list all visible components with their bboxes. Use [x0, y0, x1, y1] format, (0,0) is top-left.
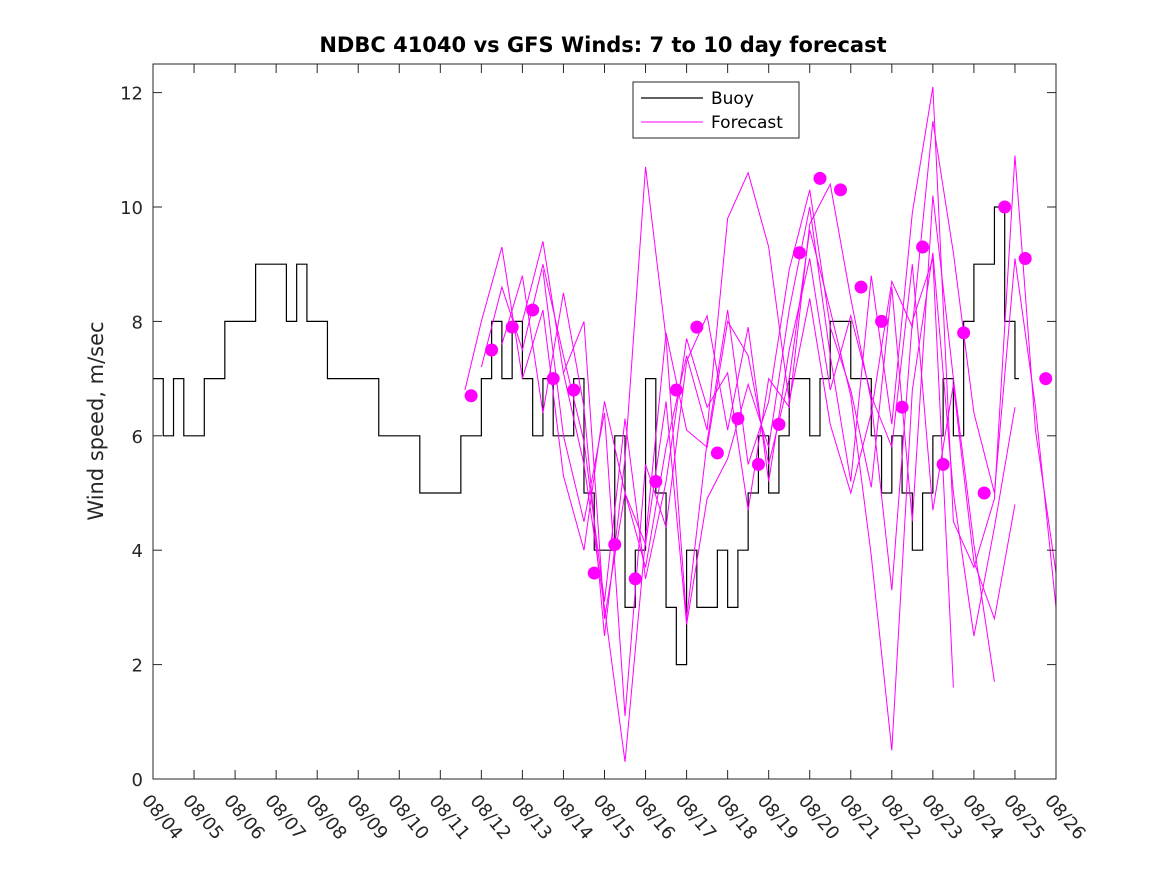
y-tick-label: 0 — [132, 770, 143, 791]
forecast-marker — [813, 171, 827, 185]
forecast-marker — [936, 457, 950, 471]
forecast-marker — [608, 537, 622, 551]
legend-box — [632, 81, 800, 139]
y-tick-label: 12 — [120, 84, 143, 105]
forecast-marker — [916, 240, 930, 254]
y-axis-label: Wind speed, m/sec — [84, 321, 108, 520]
forecast-marker — [977, 486, 991, 500]
forecast-series-line — [542, 258, 1016, 717]
forecast-marker — [526, 303, 540, 317]
forecast-marker — [731, 412, 745, 426]
forecast-marker — [957, 326, 971, 340]
forecast-marker — [690, 320, 704, 334]
forecast-marker — [998, 200, 1012, 214]
forecast-marker — [669, 383, 683, 397]
forecast-marker — [854, 280, 868, 294]
forecast-marker — [628, 572, 642, 586]
y-tick-label: 10 — [120, 198, 143, 219]
forecast-series-line — [480, 182, 954, 688]
forecast-marker — [875, 314, 889, 328]
y-tick-label: 6 — [132, 427, 143, 448]
legend: Buoy Forecast — [632, 81, 800, 139]
chart-title: NDBC 41040 vs GFS Winds: 7 to 10 day for… — [319, 33, 886, 57]
forecast-marker — [567, 383, 581, 397]
forecast-series-line — [501, 166, 995, 682]
forecast-marker — [1018, 251, 1032, 265]
forecast-marker — [834, 183, 848, 197]
forecast-markers — [464, 171, 1053, 586]
forecast-marker — [710, 446, 724, 460]
forecast-marker — [1039, 372, 1053, 386]
forecast-series-line — [521, 229, 1016, 762]
forecast-marker — [792, 246, 806, 260]
y-tick-label: 4 — [132, 541, 143, 562]
forecast-marker — [485, 343, 499, 357]
series-group — [153, 86, 1056, 762]
forecast-marker — [751, 457, 765, 471]
forecast-marker — [649, 475, 663, 489]
forecast-series-line — [464, 121, 1056, 608]
y-tick-label: 2 — [132, 656, 143, 677]
forecast-marker — [895, 400, 909, 414]
forecast-marker — [587, 566, 601, 580]
legend-forecast-label: Forecast — [711, 113, 783, 133]
legend-buoy-label: Buoy — [711, 89, 754, 109]
forecast-series-line — [562, 86, 1056, 625]
forecast-marker — [772, 417, 786, 431]
forecast-marker — [546, 372, 560, 386]
y-tick-label: 8 — [132, 312, 143, 333]
buoy-series-line — [153, 206, 1019, 666]
forecast-marker — [505, 320, 519, 334]
forecast-marker — [464, 389, 478, 403]
